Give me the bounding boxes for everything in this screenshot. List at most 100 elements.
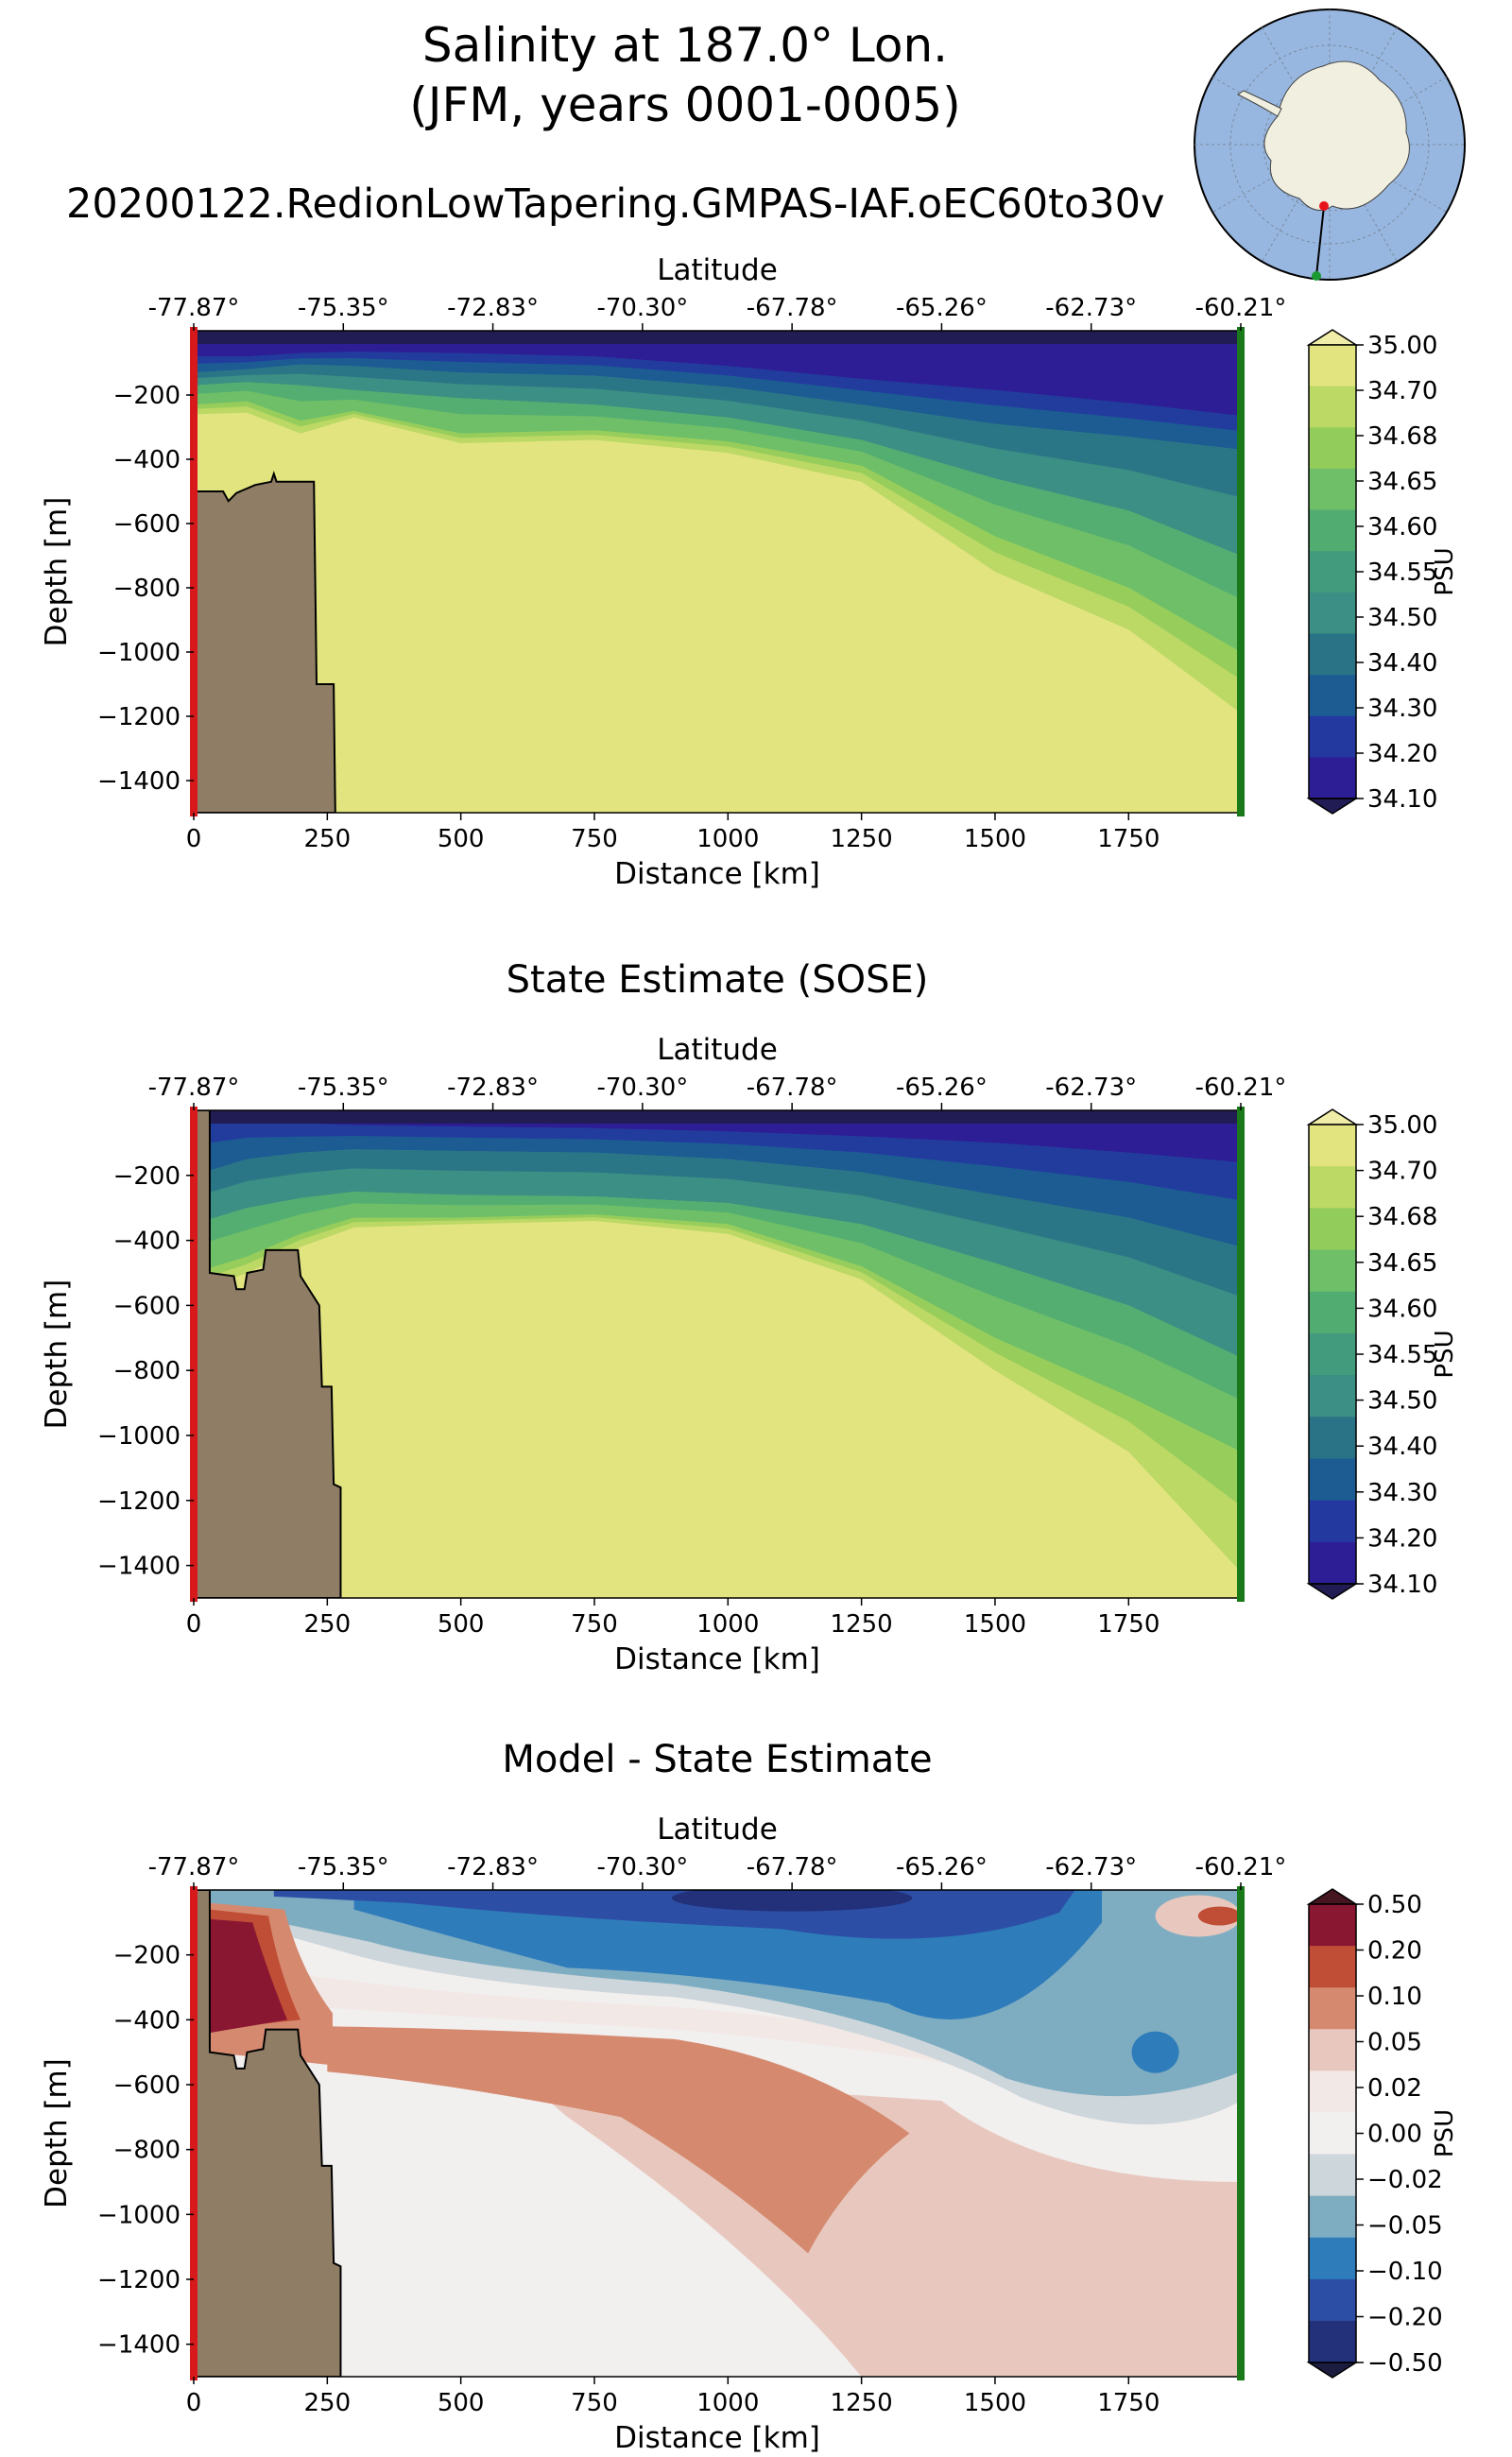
colorbar-tick-label: 35.00	[1367, 1111, 1437, 1140]
colorbar-tick-label: 34.70	[1367, 377, 1437, 405]
plot-area	[194, 1110, 1241, 1598]
salinity-transition-band	[194, 364, 1241, 498]
salinity-transition-band	[194, 1192, 1241, 1400]
colorbar-tick-label: 34.70	[1367, 1158, 1437, 1186]
lat-tick-label: -75.35°	[298, 294, 389, 322]
lat-tick-label: -72.83°	[447, 294, 539, 322]
lat-tick-label: -75.35°	[298, 1853, 389, 1881]
colorbar-segment	[1309, 1375, 1356, 1418]
section-start-marker	[190, 327, 198, 816]
transect-line	[1315, 205, 1325, 277]
colorbar-segment	[1309, 2320, 1356, 2363]
panel-title: State Estimate (SOSE)	[507, 958, 929, 1002]
lat-tick-label: -77.87°	[148, 1074, 240, 1102]
lat-tick-label: -75.35°	[298, 1074, 389, 1102]
lat-tick-label: -72.83°	[447, 1853, 539, 1881]
x-tick-label: 1500	[964, 1610, 1026, 1639]
model-salinity-panel: 0 250 500 750 1000 1250 1500 1750 Distance [km] -…	[40, 253, 1459, 891]
y-axis-label: Depth [m]	[40, 497, 74, 647]
colorbar-tick-label: −0.05	[1367, 2212, 1443, 2241]
colorbar-segment	[1309, 2029, 1356, 2071]
y-tick-label: −400	[113, 2006, 180, 2035]
colorbar-tick-label: 0.20	[1367, 1937, 1422, 1966]
y-tick-label: −600	[113, 2071, 180, 2100]
colorbar-tick-label: 34.20	[1367, 740, 1437, 768]
colorbar-tick-label: 34.40	[1367, 649, 1437, 678]
colorbar-segment	[1309, 345, 1356, 387]
antarctica-land	[1263, 60, 1410, 211]
colorbar-segment	[1309, 2070, 1356, 2113]
x-tick-label: 500	[438, 1610, 485, 1639]
y-tick-label: −1200	[97, 1487, 180, 1516]
lat-tick-label: -60.21°	[1195, 1853, 1287, 1881]
colorbar-segment	[1309, 2237, 1356, 2280]
colorbar-extend-max	[1306, 1108, 1359, 1125]
plot-area	[194, 331, 1241, 813]
figure-title-period: (JFM, years 0001-0005)	[409, 77, 960, 132]
x-tick-label: 250	[304, 825, 352, 853]
x-axis-label: Distance [km]	[614, 1642, 820, 1676]
colorbar-tick-label: 34.10	[1367, 785, 1437, 814]
colorbar-label: PSU	[1431, 2109, 1459, 2157]
x-tick-label: 0	[186, 825, 202, 853]
section-end-marker	[1237, 1107, 1245, 1602]
colorbar-tick-label: 0.02	[1367, 2074, 1422, 2103]
x-tick-label: 1750	[1097, 2389, 1160, 2417]
colorbar-segment	[1309, 509, 1356, 552]
lat-tick-label: -60.21°	[1195, 294, 1287, 322]
colorbar-tick-label: 34.68	[1367, 1203, 1437, 1231]
lat-tick-label: -60.21°	[1195, 1074, 1287, 1102]
colorbar-segment	[1309, 468, 1356, 511]
bathymetry-land	[194, 471, 336, 813]
colorbar-tick-label: 34.30	[1367, 1479, 1437, 1507]
x-axis-label: Distance [km]	[614, 2421, 820, 2455]
y-tick-label: −600	[113, 1292, 180, 1320]
colorbar-tick-label: 34.68	[1367, 422, 1437, 451]
colorbar-tick-label: 34.55	[1367, 558, 1437, 587]
surface-layer	[194, 1110, 1241, 1124]
top-axis-label: Latitude	[657, 1033, 778, 1067]
x-tick-label: 1000	[696, 2389, 759, 2417]
y-tick-label: −600	[113, 510, 180, 539]
colorbar-segment	[1309, 1208, 1356, 1251]
diff-band-negative-max	[671, 1890, 913, 1912]
colorbar-segment	[1309, 1987, 1356, 2030]
salinity-band-34-10	[194, 331, 1241, 417]
salinity-transition-band	[194, 382, 1241, 599]
y-axis-label: Depth [m]	[40, 1280, 74, 1430]
x-tick-label: 500	[438, 2389, 485, 2417]
lat-tick-label: -67.78°	[747, 294, 838, 322]
colorbar-tick-label: 34.50	[1367, 604, 1437, 632]
lat-tick-label: -62.73°	[1045, 1074, 1137, 1102]
y-tick-label: −1400	[97, 2331, 180, 2360]
colorbar-segment	[1309, 675, 1356, 717]
colorbar-tick-label: −0.02	[1367, 2166, 1443, 2194]
colorbar-label: PSU	[1431, 1330, 1459, 1378]
lat-tick-label: -72.83°	[447, 1074, 539, 1102]
colorbar-extend-max	[1306, 329, 1359, 346]
surface-layer	[194, 331, 1241, 344]
x-tick-label: 750	[571, 1610, 618, 1639]
colorbar-segment	[1309, 757, 1356, 799]
x-tick-label: 0	[186, 2389, 202, 2417]
bathymetry-land	[194, 1890, 342, 2377]
colorbar-segment	[1309, 1166, 1356, 1209]
y-tick-label: −1000	[97, 639, 180, 667]
lat-tick-label: -67.78°	[747, 1074, 838, 1102]
plot-area	[194, 1890, 1241, 2377]
colorbar-tick-label: 34.60	[1367, 513, 1437, 541]
colorbar-segment	[1309, 551, 1356, 593]
x-tick-label: 250	[304, 2389, 352, 2417]
lat-tick-label: -70.30°	[596, 1853, 688, 1881]
colorbar-tick-label: 0.50	[1367, 1891, 1422, 1919]
y-tick-label: −1400	[97, 767, 180, 796]
lat-tick-label: -65.26°	[896, 294, 988, 322]
colorbar-tick-label: 35.00	[1367, 332, 1437, 360]
transect-location-map	[1194, 9, 1466, 281]
salinity-transition-band	[194, 1120, 1241, 1201]
colorbar-segment	[1309, 715, 1356, 758]
colorbar-tick-label: 0.10	[1367, 1983, 1422, 2011]
colorbar-segment	[1309, 1541, 1356, 1585]
colorbar-tick-label: 34.20	[1367, 1524, 1437, 1553]
x-tick-label: 1000	[696, 825, 759, 853]
